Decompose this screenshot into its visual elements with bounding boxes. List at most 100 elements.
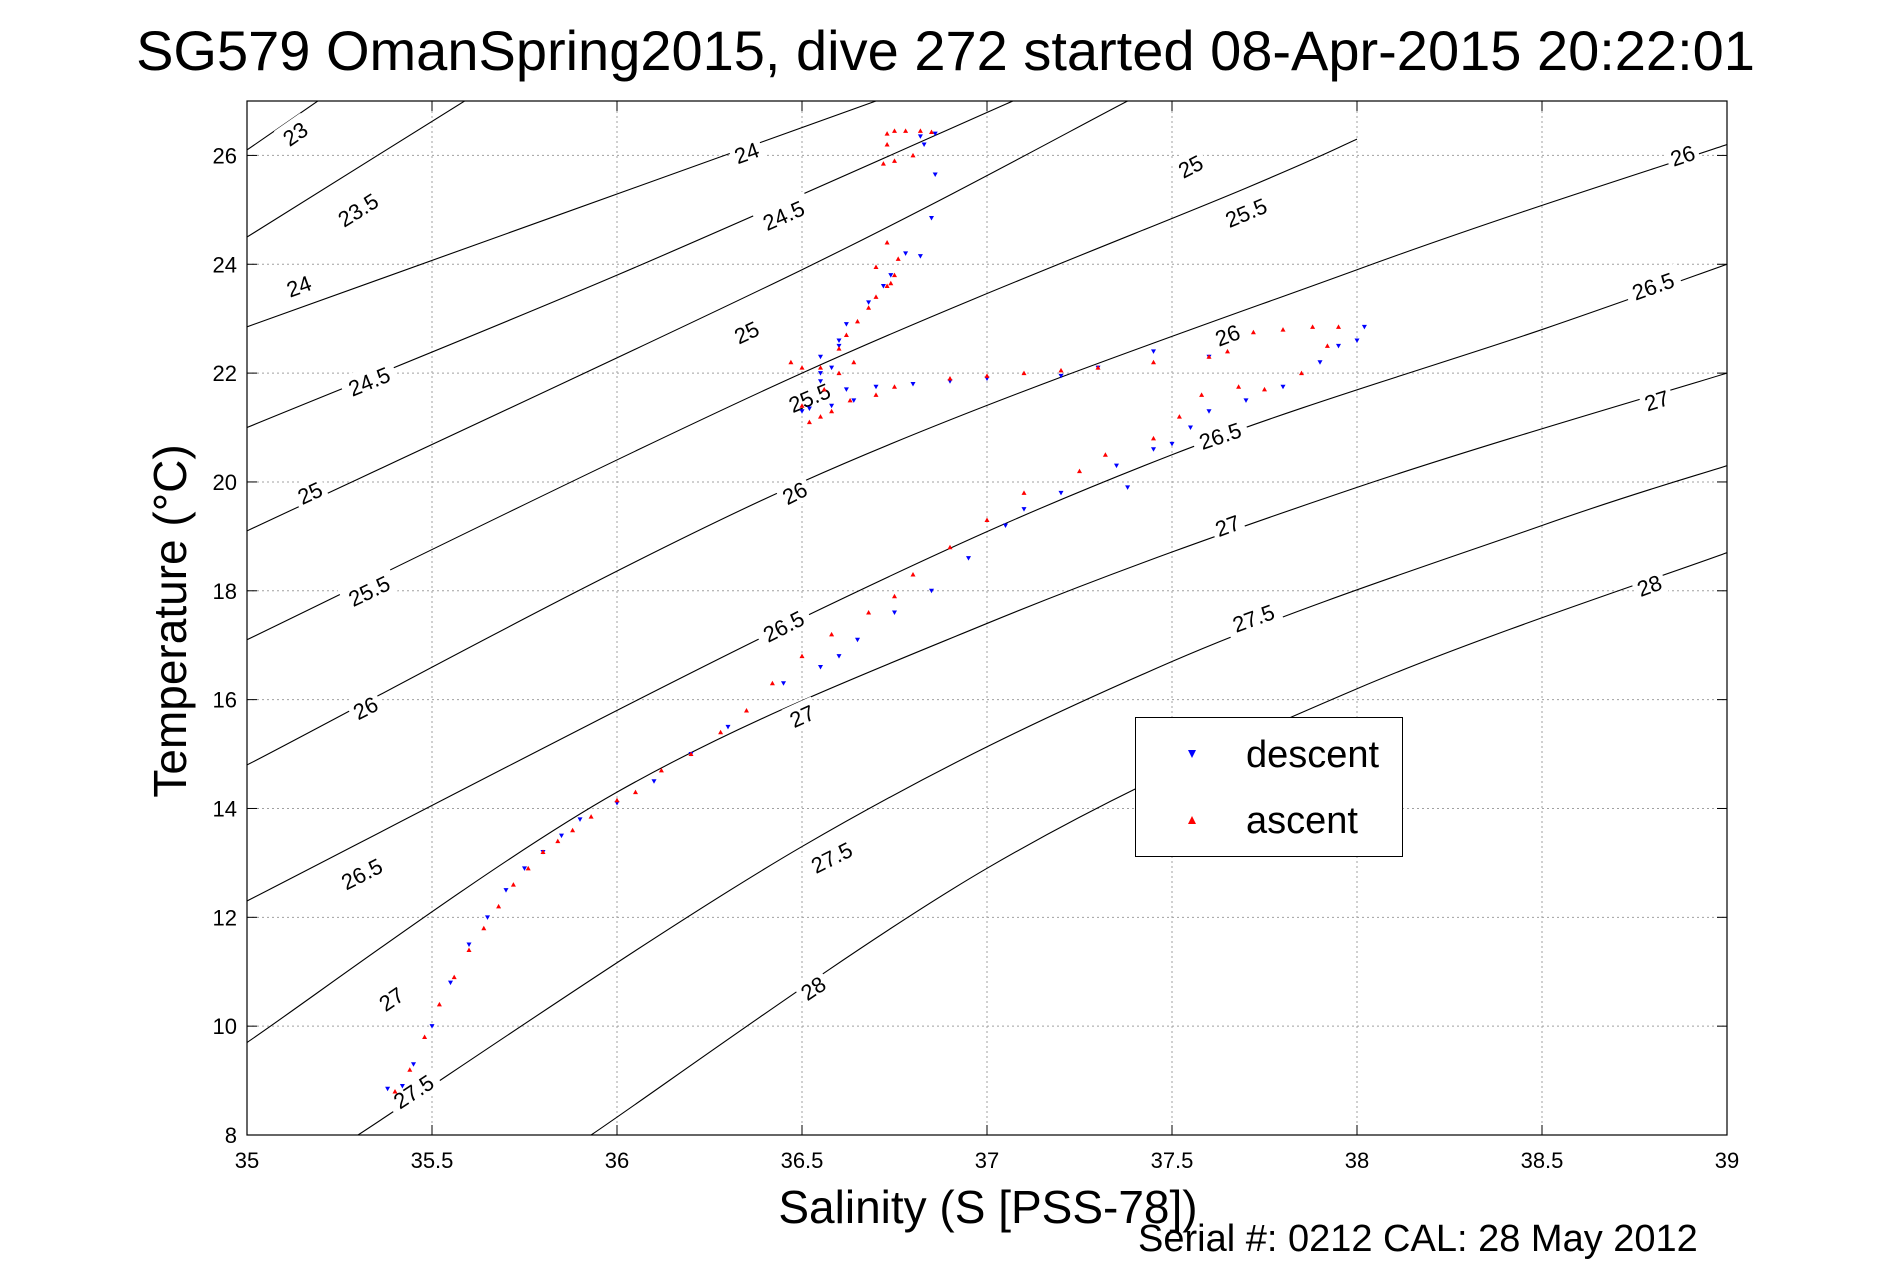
descent-point: [1336, 343, 1341, 349]
chart-legend: descent ascent: [1135, 717, 1403, 857]
y-tick-label: 12: [213, 905, 237, 930]
ascent-point: [836, 370, 842, 376]
contour-label-bg: [1637, 382, 1676, 417]
x-axis-label: Salinity (S [PSS-78]): [778, 1181, 1198, 1233]
x-tick-label: 36.5: [781, 1148, 824, 1173]
contour-label-group: 27.5: [1222, 595, 1284, 639]
ascent-point: [1262, 386, 1267, 392]
ascent-point: [884, 239, 890, 245]
descent-point: [577, 817, 583, 822]
contour-label-bg: [1662, 137, 1702, 172]
ascent-point: [1176, 414, 1182, 419]
descent-point: [921, 142, 927, 148]
ascent-point: [436, 1001, 442, 1007]
descent-point: [851, 398, 857, 403]
contour-label-bg: [752, 191, 814, 238]
ascent-point: [1225, 348, 1230, 354]
ascent-point: [1095, 365, 1101, 370]
contour-label-bg: [752, 600, 814, 650]
contour-label-group: 25: [1169, 146, 1211, 185]
contour-label-group: 24.5: [337, 357, 400, 404]
descent-point: [829, 403, 835, 409]
descent-point: [651, 779, 657, 784]
density-contour-line: [247, 101, 466, 238]
ascent-point: [910, 152, 916, 158]
contour-label-group: 26: [1662, 137, 1702, 172]
contour-label-bg: [337, 357, 400, 404]
descent-point: [799, 409, 805, 414]
descent-point: [485, 915, 490, 920]
contour-label-group: 24: [726, 134, 766, 170]
density-contour-line: [247, 263, 1727, 902]
ascent-point: [570, 827, 576, 833]
contour-label-bg: [792, 967, 834, 1007]
ascent-point: [799, 653, 805, 659]
y-tick-label: 14: [213, 796, 237, 821]
ascent-point: [1250, 329, 1256, 335]
ascent-point: [688, 751, 694, 757]
contour-label-group: 26: [1207, 316, 1247, 352]
ascent-point: [633, 789, 638, 795]
descent-point: [903, 251, 909, 256]
contour-label-bg: [382, 1064, 444, 1117]
y-tick-label: 26: [213, 143, 237, 168]
ascent-point: [873, 392, 879, 397]
legend-entry-descent: descent: [1136, 730, 1402, 780]
ascent-point: [1236, 384, 1242, 389]
contour-label-group: 27: [370, 978, 412, 1018]
ascent-point: [843, 332, 849, 338]
y-tick-label: 16: [213, 688, 237, 713]
descent-point: [843, 387, 849, 392]
ascent-point: [892, 384, 897, 389]
ascent-point: [847, 397, 853, 403]
ascent-point: [1021, 370, 1027, 376]
x-tick-label: 35.5: [411, 1148, 454, 1173]
descent-point: [929, 216, 934, 221]
descent-point: [966, 556, 971, 561]
contour-label-group: 25.5: [337, 566, 400, 614]
contour-label-group: 26: [344, 688, 386, 726]
ascent-point: [818, 365, 823, 370]
contour-label-bg: [1222, 595, 1284, 639]
contour-label: 24.5: [345, 362, 394, 401]
ascent-series: [392, 128, 1341, 1094]
contour-label-group: 27.5: [800, 832, 863, 881]
contour-label: 25.5: [1222, 193, 1271, 233]
ascent-point: [984, 517, 990, 523]
ascent-point: [851, 359, 857, 365]
ascent-point: [947, 376, 953, 381]
density-contour-line: [357, 465, 1727, 1135]
ascent-point: [1206, 354, 1212, 359]
contour-label-bg: [289, 473, 330, 511]
descent-point: [836, 654, 842, 659]
descent-point: [522, 866, 527, 871]
ascent-point: [884, 283, 890, 289]
ascent-point: [892, 158, 897, 163]
density-contour-line: [247, 372, 1727, 1043]
contour-label-bg: [1214, 188, 1277, 235]
contour-label-bg: [370, 978, 412, 1018]
ascent-point: [1058, 367, 1064, 373]
serial-calibration-footer: Serial #: 0212 CAL: 28 May 2012: [1138, 1218, 1698, 1260]
ascent-point: [540, 849, 546, 855]
ascent-point: [510, 882, 516, 887]
ascent-point: [888, 280, 894, 286]
contour-label-group: 27.5: [382, 1064, 444, 1117]
ascent-point: [788, 359, 794, 365]
descent-point: [1058, 373, 1064, 379]
ascent-point: [806, 419, 812, 425]
ascent-point: [555, 838, 561, 844]
descent-point: [917, 134, 923, 139]
descent-point: [818, 379, 823, 384]
ascent-point: [1102, 452, 1108, 457]
ascent-point: [892, 128, 897, 133]
contour-label-group: 26.5: [330, 848, 393, 898]
descent-point: [429, 1024, 435, 1029]
descent-point: [836, 338, 842, 343]
descent-point: [855, 637, 860, 643]
contour-label-group: 25: [289, 473, 330, 511]
contour-label-bg: [326, 183, 389, 235]
contour-label: 26.5: [1629, 268, 1678, 306]
contour-label: 27.5: [1229, 599, 1278, 637]
